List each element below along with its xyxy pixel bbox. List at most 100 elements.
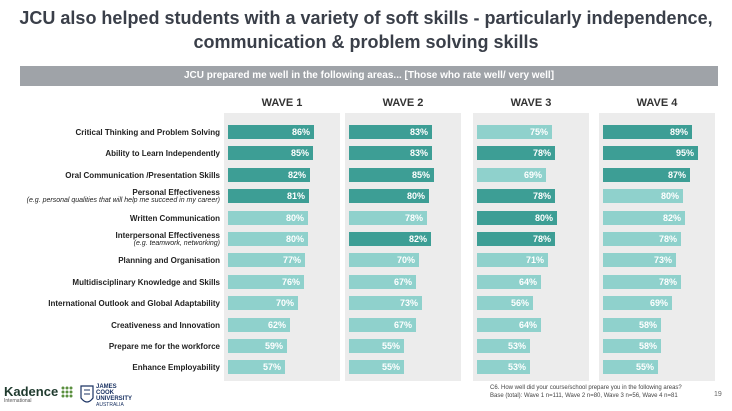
bar xyxy=(477,339,530,353)
bar xyxy=(349,274,416,289)
bar-value-label: 80% xyxy=(285,234,304,244)
bar-value-label: 64% xyxy=(518,319,537,330)
category-label: Planning and Organisation xyxy=(118,256,220,265)
wave-header-3: WAVE 3 xyxy=(510,97,552,109)
jcu-logo: JAMES COOK UNIVERSITY AUSTRALIA xyxy=(96,384,136,408)
bar-value-label: 70% xyxy=(396,255,415,266)
category-label: Prepare me for the workforce xyxy=(109,342,220,351)
bar xyxy=(228,189,309,204)
page-number: 19 xyxy=(714,391,722,398)
bar xyxy=(228,360,285,375)
bar-value-label: 87% xyxy=(667,169,686,180)
bar-value-label: 64% xyxy=(518,276,537,287)
category-label-text: Ability to Learn Independently xyxy=(105,149,220,159)
bar-value-label: 73% xyxy=(653,255,672,266)
category-label-text: International Outlook and Global Adaptab… xyxy=(48,299,220,309)
bar-value-label: 95% xyxy=(675,148,694,159)
bar xyxy=(477,189,555,204)
bar xyxy=(228,317,290,332)
category-label-text: Personal Effectiveness xyxy=(132,188,220,198)
category-label: Personal Effectiveness (e.g. personal qua… xyxy=(27,188,220,205)
bar-value-label: 59% xyxy=(264,341,283,351)
bar-value-label: 70% xyxy=(275,298,294,309)
wave-header-1: WAVE 1 xyxy=(261,97,303,109)
bar-value-label: 78% xyxy=(404,212,423,223)
category-label: International Outlook and Global Adaptab… xyxy=(48,299,220,308)
bar xyxy=(228,210,308,225)
bar-value-label: 56% xyxy=(510,298,529,309)
bar xyxy=(349,189,429,204)
category-label: Critical Thinking and Problem Solving xyxy=(76,128,220,137)
bar xyxy=(603,210,685,225)
bar-value-label: 55% xyxy=(635,362,654,373)
bar-value-label: 86% xyxy=(291,127,310,137)
bar-value-label: 73% xyxy=(399,298,418,309)
bar-value-label: 67% xyxy=(393,276,412,287)
bar-value-label: 83% xyxy=(409,127,428,137)
category-label: Oral Communication /Presentation Skills xyxy=(65,171,220,180)
footer-note: C6. How well did your course/school prep… xyxy=(490,384,682,400)
bar xyxy=(477,253,548,268)
bar-value-label: 76% xyxy=(281,276,300,287)
bar xyxy=(477,167,546,182)
bar xyxy=(349,317,416,332)
bar xyxy=(228,125,314,139)
bar xyxy=(603,296,672,311)
bar xyxy=(477,125,552,139)
category-label-sub: (e.g. teamwork, networking) xyxy=(133,240,220,247)
category-label-text: Critical Thinking and Problem Solving xyxy=(75,128,220,137)
kadence-logo-sub: International xyxy=(4,398,32,404)
category-label: Written Communication xyxy=(130,214,220,223)
bar-value-label: 78% xyxy=(532,148,551,159)
bar-value-label: 53% xyxy=(507,362,526,373)
bar xyxy=(603,167,690,182)
bar xyxy=(477,360,530,375)
bar xyxy=(477,274,541,289)
bar xyxy=(603,189,683,204)
bar-value-label: 67% xyxy=(393,319,412,330)
bar-value-label: 78% xyxy=(532,191,551,202)
bar xyxy=(603,253,676,268)
bar xyxy=(477,317,541,332)
bar-value-label: 85% xyxy=(411,169,430,180)
title-line-1: JCU also helped students with a variety … xyxy=(19,8,713,28)
bar xyxy=(477,232,555,246)
bar-value-label: 75% xyxy=(529,127,548,137)
bar xyxy=(603,360,658,375)
bar-value-label: 85% xyxy=(290,148,309,159)
bar-value-label: 55% xyxy=(381,341,400,351)
bar-value-label: 58% xyxy=(638,319,657,330)
bar xyxy=(228,167,310,182)
wave-header-2: WAVE 2 xyxy=(382,97,424,109)
bar-value-label: 71% xyxy=(525,255,544,266)
bar xyxy=(603,274,681,289)
bar-value-label: 57% xyxy=(262,362,281,373)
bar-value-label: 80% xyxy=(406,191,425,202)
bar xyxy=(477,296,533,311)
kadence-logo: Kadence International xyxy=(4,384,58,404)
bar xyxy=(349,232,431,246)
bar xyxy=(349,125,432,139)
bar xyxy=(603,232,681,246)
title-line-2: communication & problem solving skills xyxy=(193,32,539,52)
bar xyxy=(228,296,298,311)
bar xyxy=(603,146,698,161)
bar xyxy=(349,360,404,375)
category-label-text: Creativeness and Innovation xyxy=(111,320,220,330)
kadence-dots-icon xyxy=(61,386,73,398)
wave-header-4: WAVE 4 xyxy=(636,97,678,109)
bar xyxy=(228,274,304,289)
bar-value-label: 62% xyxy=(267,319,286,330)
bar xyxy=(349,339,404,353)
bar-value-label: 69% xyxy=(649,298,668,309)
category-label-text: Enhance Employability xyxy=(132,363,220,373)
category-label: Creativeness and Innovation xyxy=(111,321,220,330)
category-label: Ability to Learn Independently xyxy=(105,149,220,158)
bar-value-label: 82% xyxy=(662,212,681,223)
bar-value-label: 89% xyxy=(669,127,688,137)
bar xyxy=(349,167,434,182)
category-label: Interpersonal Effectiveness (e.g. teamwor… xyxy=(116,231,220,248)
bar xyxy=(603,317,661,332)
bar xyxy=(477,210,557,225)
bar xyxy=(603,125,692,139)
